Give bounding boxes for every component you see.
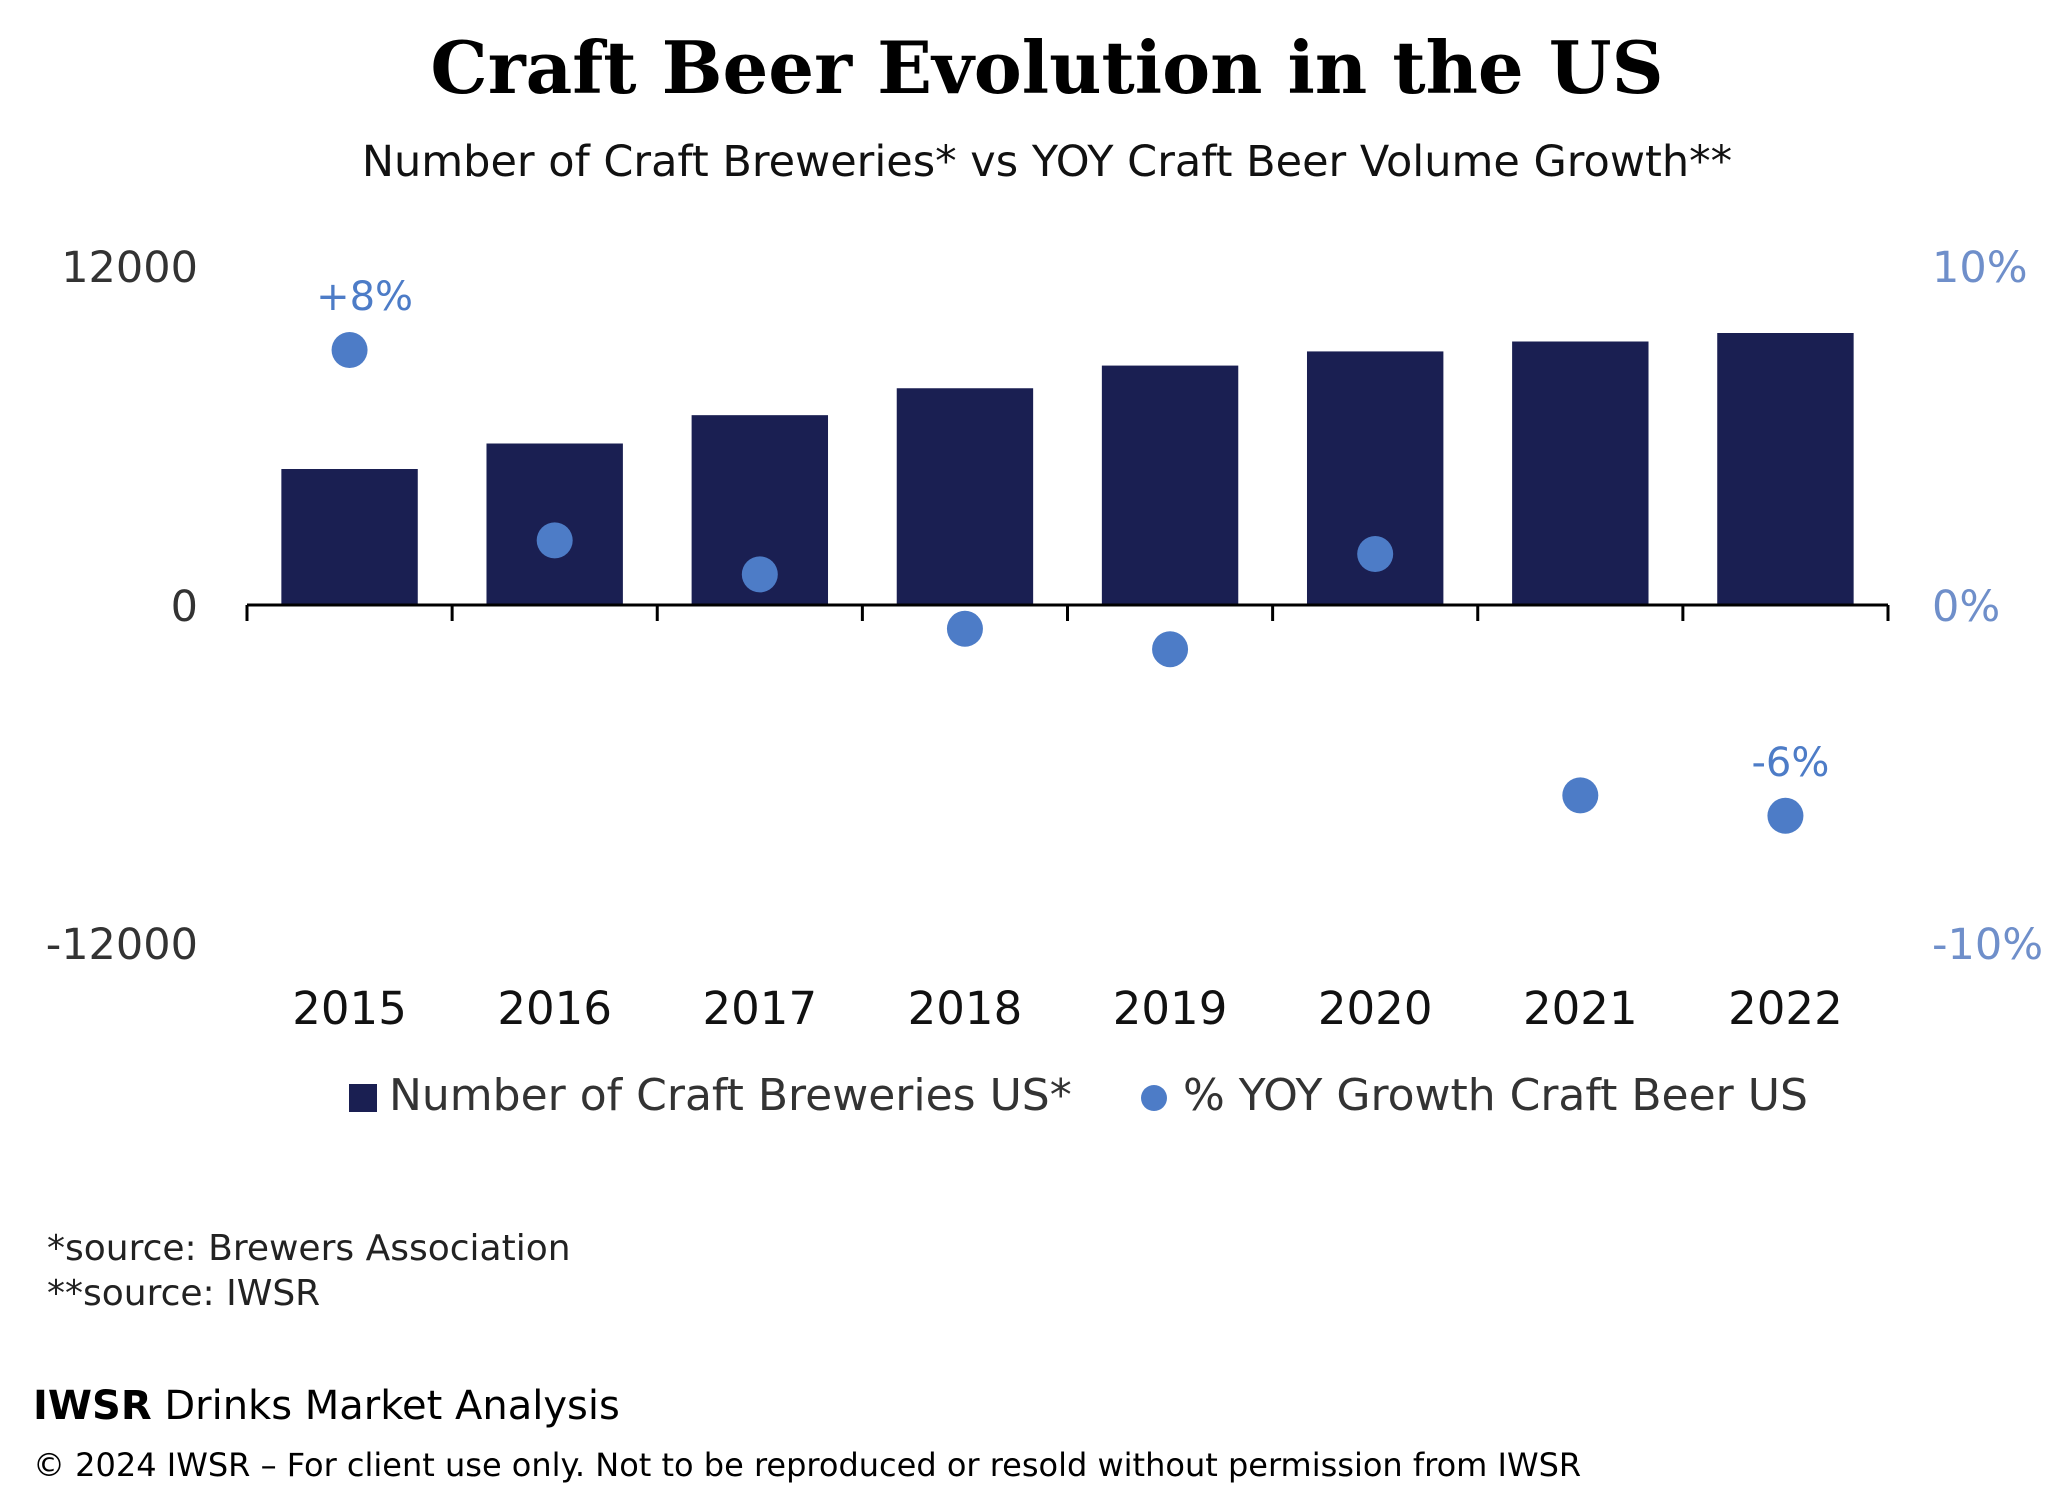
legend-bar-swatch — [349, 1084, 377, 1112]
x-tick-labels: 2015 2016 2017 2018 2019 2020 2021 2022 — [292, 982, 1842, 1035]
footnote-iwsr-source: **source: IWSR — [47, 1273, 320, 1314]
growth-point — [1357, 536, 1394, 572]
x-tick-label: 2021 — [1523, 982, 1638, 1035]
brand-name: IWSR — [33, 1383, 152, 1429]
bar — [896, 388, 1034, 605]
growth-point — [331, 332, 368, 368]
bar-series — [281, 333, 1854, 605]
x-tick-label: 2015 — [292, 982, 407, 1035]
right-tick-label: 10% — [1932, 243, 2028, 293]
x-tick-label: 2020 — [1318, 982, 1433, 1035]
growth-point — [1562, 777, 1599, 814]
left-tick-label: 0 — [171, 582, 198, 632]
growth-point — [741, 556, 778, 593]
left-axis: 12000 0 -12000 — [46, 243, 198, 970]
point-annotations: +8% -6% — [316, 274, 1829, 786]
legend-dot-swatch — [1141, 1085, 1167, 1111]
bar — [1101, 365, 1239, 605]
footnote-breweries-source: *source: Brewers Association — [47, 1228, 571, 1269]
growth-point — [536, 522, 573, 559]
brand-tagline: Drinks Market Analysis — [152, 1383, 620, 1429]
right-tick-label: -10% — [1932, 920, 2043, 970]
left-tick-label: -12000 — [46, 920, 198, 970]
growth-point — [1767, 797, 1804, 834]
bar — [281, 469, 418, 605]
legend: Number of Craft Breweries US* % YOY Grow… — [349, 1070, 1808, 1121]
brand-line: IWSR Drinks Market Analysis — [33, 1383, 620, 1429]
chart-subtitle: Number of Craft Breweries* vs YOY Craft … — [362, 137, 1732, 187]
chart-title: Craft Beer Evolution in the US — [430, 25, 1663, 110]
dot-series — [331, 332, 1804, 834]
growth-point — [1152, 631, 1189, 668]
right-tick-label: 0% — [1932, 582, 2000, 632]
x-tick-label: 2022 — [1728, 982, 1843, 1035]
x-tick-label: 2019 — [1113, 982, 1228, 1035]
x-tick-label: 2016 — [497, 982, 612, 1035]
right-axis: 10% 0% -10% — [1932, 243, 2043, 970]
point-annotation: -6% — [1751, 740, 1829, 786]
bar — [1717, 333, 1854, 605]
copyright-notice: © 2024 IWSR – For client use only. Not t… — [33, 1446, 1581, 1484]
x-tick-label: 2017 — [703, 982, 818, 1035]
growth-point — [946, 610, 983, 647]
x-tick-label: 2018 — [908, 982, 1023, 1035]
legend-label-growth: % YOY Growth Craft Beer US — [1183, 1070, 1808, 1121]
legend-label-breweries: Number of Craft Breweries US* — [389, 1070, 1072, 1121]
point-annotation: +8% — [316, 274, 413, 320]
x-axis — [245, 603, 1890, 621]
bar — [1512, 341, 1649, 605]
left-tick-label: 12000 — [61, 243, 198, 293]
